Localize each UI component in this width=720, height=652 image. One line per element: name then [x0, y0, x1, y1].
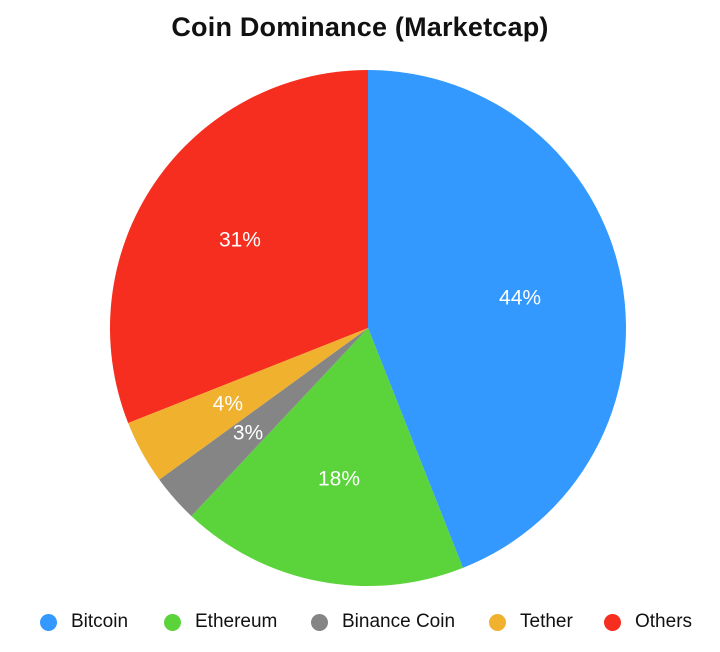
chart-title: Coin Dominance (Marketcap): [171, 12, 549, 42]
legend-item-tether[interactable]: Tether: [489, 607, 573, 637]
legend-swatch-binance-coin: [311, 613, 328, 631]
legend-swatch-others: [604, 613, 621, 631]
legend-swatch-bitcoin: [40, 613, 57, 631]
data-label-ethereum: 18%: [318, 468, 360, 491]
data-label-binance-coin: 3%: [233, 421, 263, 444]
data-label-bitcoin: 44%: [499, 287, 541, 310]
pie-slice-binance-coin[interactable]: [159, 328, 368, 517]
pie-slice-bitcoin[interactable]: [368, 70, 627, 568]
legend-item-ethereum[interactable]: Ethereum: [164, 607, 277, 637]
legend-label-tether: Tether: [520, 611, 573, 632]
legend-swatch-tether: [489, 613, 506, 631]
legend-item-binance-coin[interactable]: Binance Coin: [311, 607, 455, 637]
legend-label-ethereum: Ethereum: [195, 611, 278, 632]
legend-label-bitcoin: Bitcoin: [71, 611, 129, 632]
legend-item-bitcoin[interactable]: Bitcoin: [40, 607, 128, 637]
legend-swatch-ethereum: [164, 613, 181, 631]
legend-label-binance-coin: Binance Coin: [342, 611, 456, 632]
pie-slice-ethereum[interactable]: [191, 328, 463, 586]
pie-slice-tether[interactable]: [128, 328, 368, 480]
chart-legend: Bitcoin Ethereum Binance Coin Tether Others: [0, 607, 720, 637]
legend-item-others[interactable]: Others: [604, 607, 692, 637]
data-label-tether: 4%: [213, 393, 243, 416]
legend-label-others: Others: [635, 611, 693, 632]
data-label-others: 31%: [219, 229, 261, 252]
pie-slice-others[interactable]: [110, 70, 368, 423]
